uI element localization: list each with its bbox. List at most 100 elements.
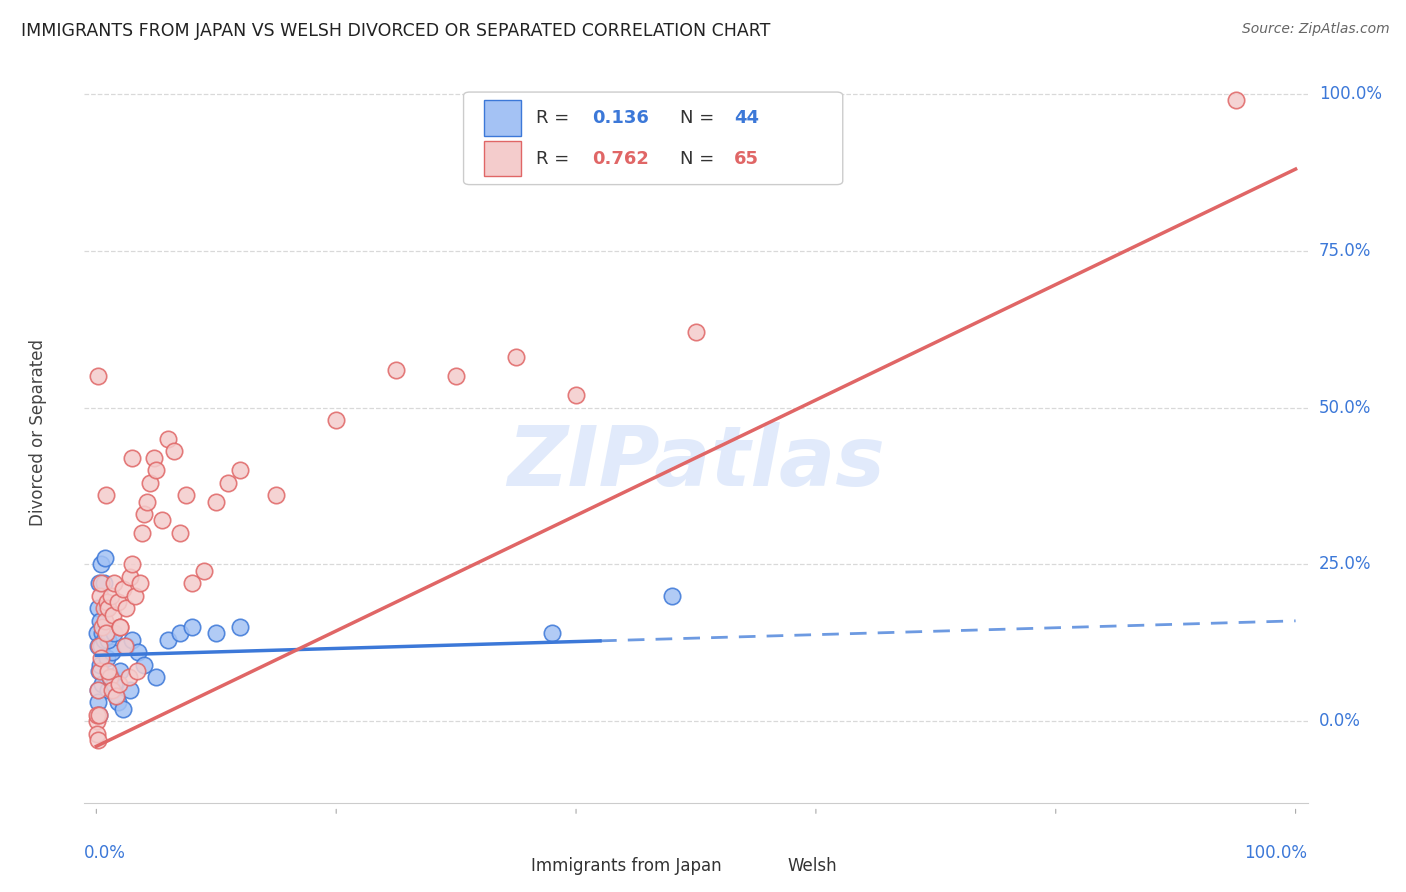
Point — [97, 601, 120, 615]
Point — [93, 601, 115, 615]
Point — [128, 576, 150, 591]
Point — [100, 589, 122, 603]
Point — [94, 601, 117, 615]
Point — [205, 494, 228, 508]
Bar — [484, 100, 522, 136]
Point — [114, 639, 136, 653]
Point — [131, 526, 153, 541]
Point — [505, 351, 527, 365]
Point — [86, 708, 108, 723]
Point — [96, 651, 118, 665]
Point — [115, 639, 138, 653]
Point — [127, 645, 149, 659]
Point — [93, 632, 115, 647]
Point — [87, 639, 110, 653]
Point — [110, 620, 132, 634]
Point — [385, 363, 408, 377]
Bar — [484, 141, 522, 177]
Point — [142, 450, 165, 465]
Point — [661, 589, 683, 603]
Point — [94, 626, 117, 640]
Text: 75.0%: 75.0% — [1319, 242, 1371, 260]
Point — [98, 670, 121, 684]
Point — [118, 682, 141, 697]
Text: 100.0%: 100.0% — [1244, 844, 1308, 862]
Point — [96, 595, 118, 609]
Point — [217, 475, 239, 490]
Point — [264, 488, 287, 502]
Point — [86, 601, 108, 615]
Point — [169, 526, 191, 541]
Text: Immigrants from Japan: Immigrants from Japan — [531, 856, 721, 875]
Point — [110, 664, 132, 678]
Point — [118, 670, 141, 684]
Point — [121, 632, 143, 647]
Point — [103, 626, 125, 640]
Text: Divorced or Separated: Divorced or Separated — [30, 339, 46, 526]
Point — [93, 614, 117, 628]
Point — [325, 413, 347, 427]
Point — [87, 708, 110, 723]
Point — [97, 682, 120, 697]
Point — [124, 589, 146, 603]
Point — [90, 558, 112, 572]
Point — [127, 664, 149, 678]
Point — [89, 614, 111, 628]
Point — [94, 488, 117, 502]
Text: 0.0%: 0.0% — [1319, 712, 1361, 731]
Text: N =: N = — [681, 109, 720, 127]
Point — [169, 626, 191, 640]
Point — [89, 657, 111, 672]
Point — [181, 576, 204, 591]
Point — [86, 682, 108, 697]
Point — [134, 507, 156, 521]
Point — [107, 595, 129, 609]
Text: ZIPatlas: ZIPatlas — [508, 422, 884, 503]
Text: R =: R = — [536, 109, 575, 127]
Point — [139, 475, 162, 490]
Point — [163, 444, 186, 458]
Text: 0.136: 0.136 — [592, 109, 650, 127]
Point — [121, 558, 143, 572]
Point — [111, 582, 134, 597]
Text: N =: N = — [681, 150, 720, 168]
Point — [86, 695, 108, 709]
Text: 100.0%: 100.0% — [1319, 85, 1382, 103]
Point — [157, 432, 180, 446]
Text: 44: 44 — [734, 109, 759, 127]
Point — [87, 639, 110, 653]
Point — [101, 645, 124, 659]
Point — [118, 570, 141, 584]
Point — [91, 676, 114, 690]
Point — [86, 369, 108, 384]
Point — [157, 632, 180, 647]
Point — [86, 733, 108, 747]
Point — [115, 601, 138, 615]
Text: IMMIGRANTS FROM JAPAN VS WELSH DIVORCED OR SEPARATED CORRELATION CHART: IMMIGRANTS FROM JAPAN VS WELSH DIVORCED … — [21, 22, 770, 40]
Point — [193, 564, 215, 578]
Point — [90, 639, 112, 653]
Point — [90, 576, 112, 591]
Point — [90, 651, 112, 665]
Point — [98, 670, 121, 684]
Point — [145, 463, 167, 477]
Point — [565, 388, 588, 402]
Point — [110, 620, 132, 634]
Bar — [751, 854, 780, 882]
Point — [108, 676, 131, 690]
Text: Welsh: Welsh — [787, 856, 838, 875]
Text: Source: ZipAtlas.com: Source: ZipAtlas.com — [1241, 22, 1389, 37]
Point — [685, 325, 707, 339]
Text: 0.0%: 0.0% — [84, 844, 127, 862]
Point — [101, 607, 124, 622]
Text: 65: 65 — [734, 150, 759, 168]
Point — [87, 576, 110, 591]
Point — [89, 664, 111, 678]
Point — [86, 682, 108, 697]
Point — [134, 657, 156, 672]
Text: R =: R = — [536, 150, 575, 168]
Point — [87, 664, 110, 678]
Point — [181, 620, 204, 634]
Point — [86, 727, 108, 741]
Point — [145, 670, 167, 684]
